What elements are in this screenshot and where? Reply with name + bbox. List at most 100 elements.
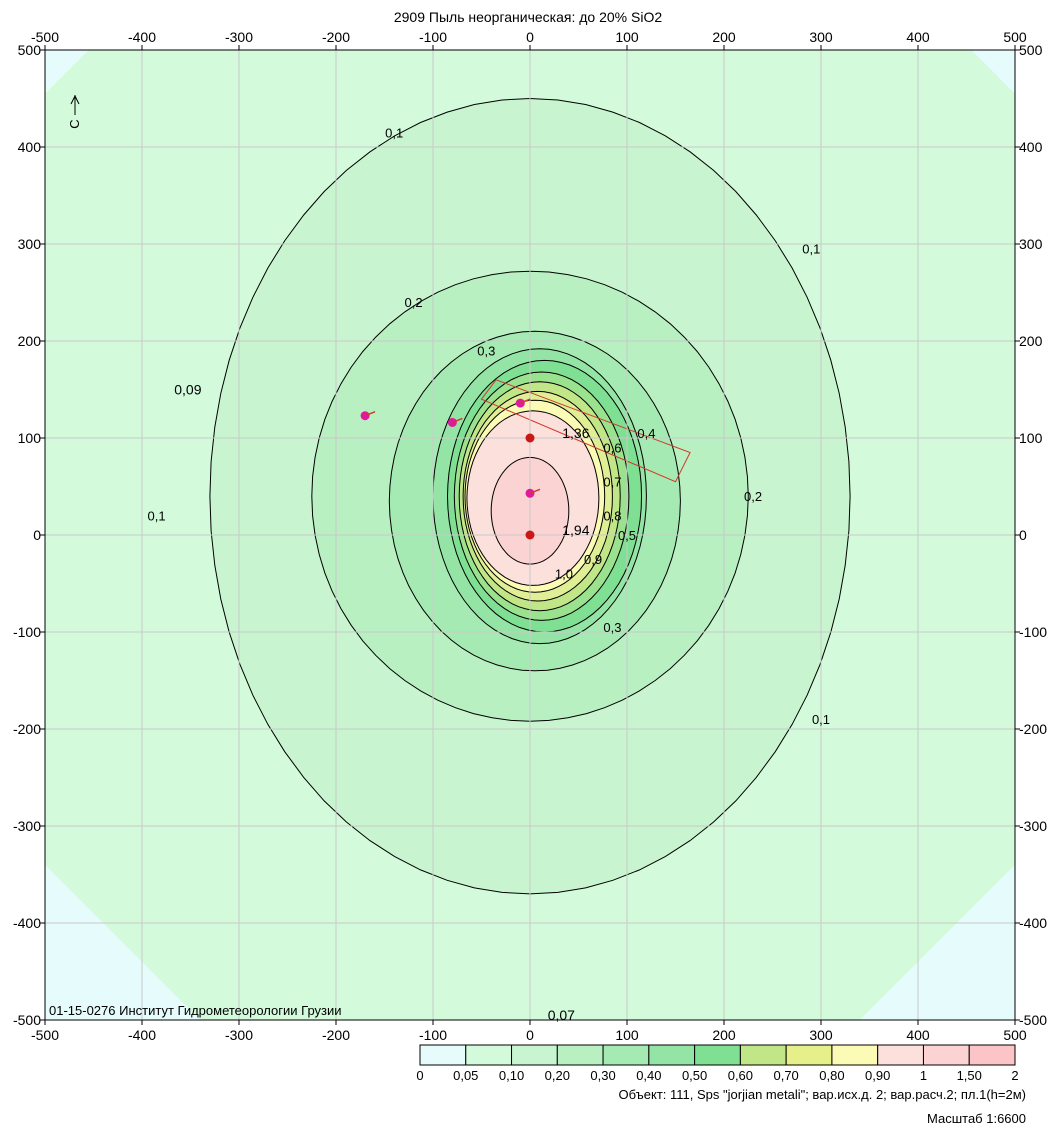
y-tick-label-left: -500 [13,1012,41,1028]
legend-swatch [785,1044,833,1066]
y-tick-label-right: -100 [1019,624,1047,640]
contour-label: 0,9 [584,552,602,567]
legend-tick-label: 0,50 [682,1068,707,1083]
x-tick-label-top: -400 [128,29,156,45]
north-arrow: С [67,94,82,129]
x-tick-label-bottom: -100 [419,1027,447,1043]
x-tick-label-bottom: 200 [712,1027,736,1043]
y-tick-label-left: -400 [13,915,41,931]
chart-title: 2909 Пыль неорганическая: до 20% SiO2 [394,9,662,25]
y-tick-label-left: 100 [18,430,42,446]
point-value-label: 0,07 [548,1007,575,1023]
contour-label: 0,8 [603,508,621,523]
x-tick-label-bottom: -300 [225,1027,253,1043]
watermark: 01-15-0276 Институт Гидрометеорологии Гр… [49,1003,342,1018]
x-tick-label-top: 200 [712,29,736,45]
legend-swatch [465,1044,513,1066]
contour-label: 0,6 [603,441,621,456]
legend-tick-label: 0,20 [545,1068,570,1083]
legend-swatch [419,1044,467,1066]
y-tick-label-left: 0 [33,527,41,543]
legend-swatch [831,1044,879,1066]
contour-label: 0,1 [385,125,403,140]
y-tick-label-left: 500 [18,42,42,58]
contour-label: 0,1 [812,712,830,727]
x-tick-label-top: -100 [419,29,447,45]
x-tick-label-top: 400 [906,29,930,45]
source-direction [520,398,531,404]
legend-tick-label: 0,70 [773,1068,798,1083]
y-tick-label-right: 400 [1019,139,1043,155]
x-tick-label-top: 0 [526,29,534,45]
y-tick-label-right: 200 [1019,333,1043,349]
contour-label: 0,2 [405,295,423,310]
x-tick-label-bottom: 400 [906,1027,930,1043]
x-tick-label-top: 100 [615,29,639,45]
point-value-label: 0,09 [174,382,201,398]
source-direction [364,410,376,417]
contour-label: 0,4 [637,426,655,441]
point-value-label: 1,94 [562,522,589,538]
legend-tick-label: 0,05 [453,1068,478,1083]
legend: 0 0,05 0,10 0,20 0,30 0,40 0,50 0,60 0,70 0,80 0,9… [416,1044,1019,1083]
legend-swatch [922,1044,970,1066]
legend-tick-label: 0,30 [590,1068,615,1083]
y-tick-label-right: -400 [1019,915,1047,931]
y-tick-label-right: -300 [1019,818,1047,834]
axes: -500-500 -400 -400 -300 -300 -200 -200 -100 -100… [13,29,1047,1043]
contour-labels: 0,1 0,1 0,1 0,1 0,2 0,2 0,3 0,3 0,4 0,5 0,6 0,7 0,8 0… [148,125,831,1023]
y-tick-label-left: -300 [13,818,41,834]
legend-tick-label: 0 [416,1068,423,1083]
x-tick-label-bottom: -200 [322,1027,350,1043]
maximum-point [525,530,535,540]
grid [45,50,1015,1020]
legend-tick-label: 0,40 [636,1068,661,1083]
contour-label: 0,1 [148,508,166,523]
legend-swatch [694,1044,741,1066]
y-tick-label-right: 100 [1019,430,1043,446]
y-tick-label-left: -100 [13,624,41,640]
x-tick-label-bottom: 100 [615,1027,639,1043]
y-tick-label-right: -200 [1019,721,1047,737]
legend-swatch [739,1044,787,1066]
contour-label: 0,1 [802,242,820,257]
y-tick-label-right: 300 [1019,236,1043,252]
x-tick-label-bottom: -400 [128,1027,156,1043]
x-tick-label-bottom: 0 [526,1027,534,1043]
legend-swatch [511,1044,558,1066]
legend-swatch [968,1044,1016,1066]
legend-tick-label: 2 [1011,1068,1018,1083]
contour-label: 0,2 [744,489,762,504]
area-source-rect [480,379,691,483]
legend-swatch [602,1044,650,1066]
y-tick-label-right: 500 [1019,42,1043,58]
x-tick-label-top: 300 [809,29,833,45]
point-value-label: 1,36 [562,425,589,441]
legend-swatch [556,1044,604,1066]
x-tick-label-bottom: 300 [809,1027,833,1043]
legend-tick-label: 0,90 [865,1068,890,1083]
x-tick-label-top: -300 [225,29,253,45]
source-direction [452,417,463,424]
contour-label: 0,5 [618,528,636,543]
legend-tick-label: 1 [920,1068,927,1083]
x-tick-label-bottom: -500 [31,1027,59,1043]
object-info: Объект: 111, Sps "jorjian metali"; вар.и… [618,1087,1026,1102]
legend-tick-label: 0,10 [499,1068,524,1083]
legend-tick-label: 0,60 [728,1068,753,1083]
x-tick-label-top: -200 [322,29,350,45]
y-tick-label-left: 300 [18,236,42,252]
x-tick-label-bottom: 500 [1003,1027,1027,1043]
y-tick-label-right: 0 [1019,527,1027,543]
y-tick-label-left: 400 [18,139,42,155]
contour-label: 0,7 [603,475,621,490]
markers [360,398,541,540]
contour-label: 0,3 [603,620,621,635]
y-tick-label-left: -200 [13,721,41,737]
legend-tick-label: 0,80 [819,1068,844,1083]
x-tick-label-top: 500 [1003,29,1027,45]
source-direction [529,488,541,494]
legend-tick-label: 1,50 [957,1068,982,1083]
maximum-point [525,433,535,443]
